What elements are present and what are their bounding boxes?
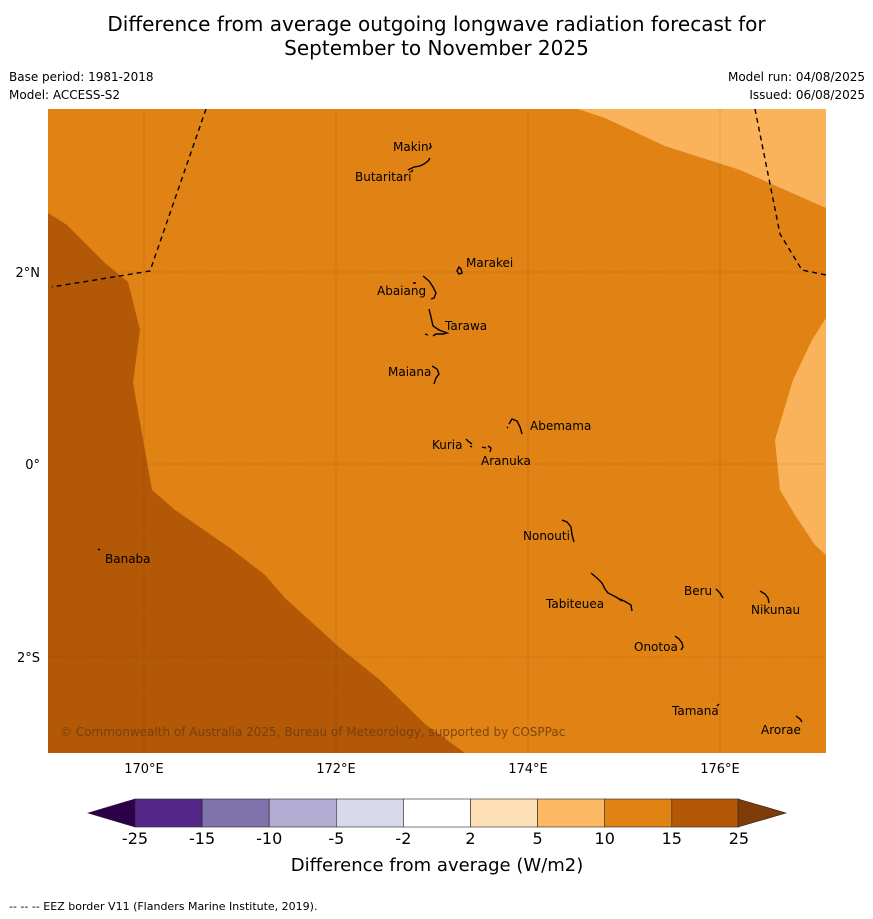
place-label-kuria: Kuria <box>432 438 463 452</box>
arorae-island <box>795 715 803 723</box>
butaritari-island <box>407 157 431 173</box>
anomaly-band-5-10-east <box>775 318 826 555</box>
colorbar-low-extension <box>86 798 136 828</box>
lon-label-170e: 170°E <box>124 762 164 777</box>
colorbar-box-2 <box>268 798 337 828</box>
tarawa-island <box>424 308 450 337</box>
model-name: Model: ACCESS-S2 <box>9 88 121 102</box>
beru-island <box>715 588 724 599</box>
colorbar-tick-label: 2 <box>465 829 475 848</box>
colorbar-box-6 <box>537 798 605 828</box>
anomaly-band-5-10-north <box>578 109 826 208</box>
lon-label-174e: 174°E <box>508 762 548 777</box>
colorbar-ticks: -25 -15 -10 -5 -2 2 5 10 15 25 <box>122 829 749 848</box>
colorbar-boxes <box>134 798 740 828</box>
tamana-island <box>716 703 720 707</box>
place-label-tarawa: Tarawa <box>444 319 487 333</box>
axis-labels: 2°N 0° 2°S 170°E 172°E 174°E 176°E <box>16 266 740 777</box>
island-outlines <box>97 142 803 723</box>
colorbar: -25 -15 -10 -5 -2 2 5 10 15 25 Difference from av… <box>86 798 788 876</box>
map-area: Makin Butaritari Marakei Abaiang Tarawa Maian… <box>48 109 826 753</box>
copyright-notice: © Commonwealth of Australia 2025, Bureau… <box>60 725 565 739</box>
colorbar-tick-label: 25 <box>729 829 749 848</box>
place-label-makin: Makin <box>393 140 429 154</box>
meta-left: Base period: 1981-2018 Model: ACCESS-S2 <box>9 68 154 104</box>
kuria-island <box>465 438 473 448</box>
eez-border <box>51 109 826 288</box>
place-label-tabiteuea: Tabiteuea <box>545 597 604 611</box>
meta-right: Model run: 04/08/2025 Issued: 06/08/2025 <box>728 68 865 104</box>
map-title: Difference from average outgoing longwav… <box>0 12 873 60</box>
place-label-banaba: Banaba <box>105 552 151 566</box>
aranuka-island <box>481 445 492 453</box>
maiana-island <box>431 365 440 385</box>
place-label-butaritari: Butaritari <box>355 170 412 184</box>
place-label-tamana: Tamana <box>671 704 719 718</box>
place-label-nonouti: Nonouti <box>523 529 570 543</box>
place-label-nikunau: Nikunau <box>751 603 800 617</box>
colorbar-tick-label: 15 <box>662 829 682 848</box>
place-label-abaiang: Abaiang <box>377 284 426 298</box>
map-figure: Makin Butaritari Marakei Abaiang Tarawa Maian… <box>16 109 826 876</box>
lat-label-2s: 2°S <box>17 651 40 666</box>
place-label-marakei: Marakei <box>466 256 513 270</box>
colorbar-label: Difference from average (W/m2) <box>291 855 583 876</box>
place-label-beru: Beru <box>684 584 712 598</box>
graticule <box>48 109 826 753</box>
makin-island <box>428 142 432 150</box>
place-label-arorae: Arorae <box>761 723 801 737</box>
title-line-2: September to November 2025 <box>284 36 589 60</box>
base-period: Base period: 1981-2018 <box>9 70 154 84</box>
colorbar-box-5 <box>470 798 538 828</box>
nonouti-island <box>561 519 575 543</box>
nikunau-island <box>759 590 770 604</box>
colorbar-box-4 <box>403 798 471 828</box>
issued-date: Issued: 06/08/2025 <box>749 88 865 102</box>
colorbar-box-3 <box>335 798 404 828</box>
place-labels: Makin Butaritari Marakei Abaiang Tarawa Maian… <box>105 140 801 737</box>
place-label-abemama: Abemama <box>530 419 591 433</box>
model-run: Model run: 04/08/2025 <box>727 70 865 84</box>
colorbar-box-7 <box>604 798 673 828</box>
colorbar-box-8 <box>671 798 740 828</box>
abaiang-island <box>413 275 437 300</box>
lat-label-2n: 2°N <box>16 266 41 281</box>
marakei-island <box>456 265 463 275</box>
place-label-onotoa: Onotoa <box>634 640 678 654</box>
place-label-aranuka: Aranuka <box>481 454 531 468</box>
colorbar-tick-label: 10 <box>595 829 615 848</box>
onotoa-island <box>674 635 684 651</box>
banaba-island <box>97 548 101 551</box>
tabiteuea-island <box>590 572 633 612</box>
colorbar-tick-label: -15 <box>189 829 215 848</box>
colorbar-tick-label: -10 <box>256 829 282 848</box>
anomaly-band-15-25 <box>48 213 465 753</box>
title-line-1: Difference from average outgoing longwav… <box>107 12 766 36</box>
colorbar-box-0 <box>134 798 203 828</box>
colorbar-tick-label: -5 <box>328 829 344 848</box>
colorbar-tick-label: 5 <box>533 829 543 848</box>
abemama-island <box>506 418 523 435</box>
eez-footnote: -- -- -- EEZ border V11 (Flanders Marine… <box>9 900 318 913</box>
colorbar-tick-label: -2 <box>395 829 411 848</box>
colorbar-box-1 <box>201 798 270 828</box>
colorbar-high-extension <box>737 798 788 828</box>
lon-label-176e: 176°E <box>700 762 740 777</box>
colorbar-tick-label: -25 <box>122 829 148 848</box>
lon-label-172e: 172°E <box>316 762 356 777</box>
lat-label-0: 0° <box>25 458 40 473</box>
place-label-maiana: Maiana <box>388 365 431 379</box>
